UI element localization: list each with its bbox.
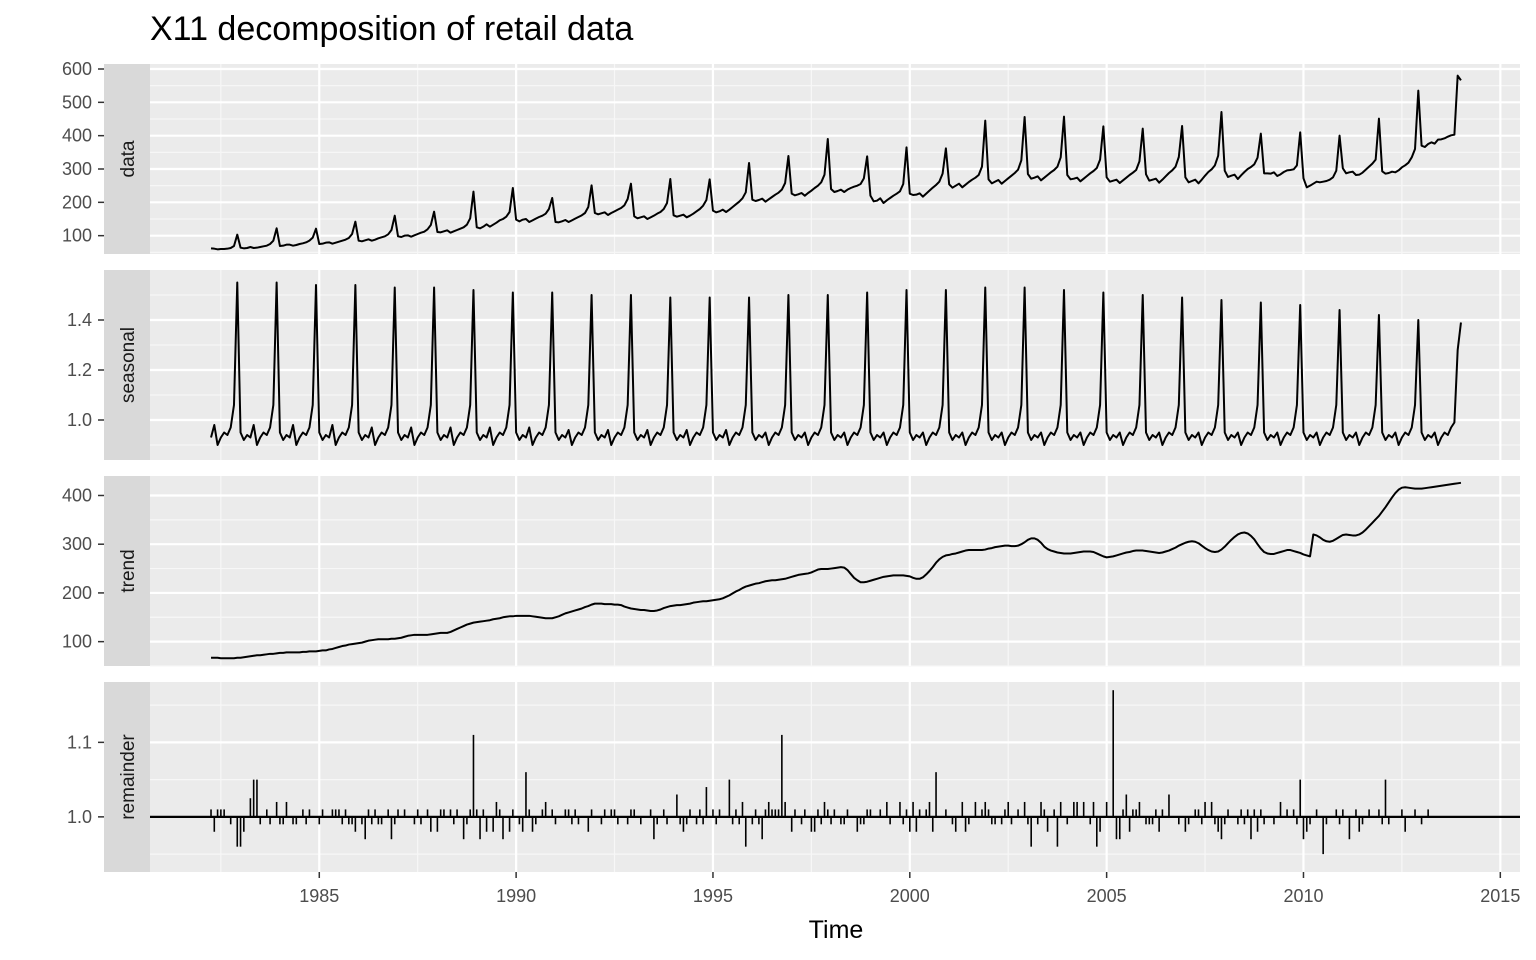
y-tick-label: 400 [62,485,92,505]
strip-background [104,682,150,872]
panel-data: data 100 200 300 400 500 600 [62,59,1520,254]
strip-label-data: data [118,140,139,177]
x-axis: 1985 1990 1995 2000 2005 2010 2015 [299,872,1520,906]
y-tick-label: 300 [62,159,92,179]
y-tick-label: 500 [62,92,92,112]
y-tick-label: 1.1 [67,732,92,752]
x-axis-title: Time [809,916,864,944]
panel-background [150,270,1520,460]
strip-label-trend: trend [118,549,139,592]
y-tick-label: 300 [62,534,92,554]
chart-title: X11 decomposition of retail data [150,10,633,48]
series-line-data [210,74,1462,251]
y-tick-label: 1.2 [67,360,92,380]
strip-label-seasonal: seasonal [118,327,139,403]
x-tick-label: 1985 [299,886,339,906]
y-tick-label: 100 [62,632,92,652]
x-tick-label: 2000 [890,886,930,906]
y-tick-label: 1.4 [67,310,92,330]
y-tick-label: 1.0 [67,410,92,430]
strip-background [104,270,150,460]
y-tick-label: 200 [62,583,92,603]
x-tick-label: 1995 [693,886,733,906]
series-line-seasonal [210,281,1462,446]
strip-background [104,64,150,254]
strip-label-remainder: remainder [118,734,139,820]
y-tick-label: 600 [62,59,92,79]
y-tick-label: 400 [62,126,92,146]
panel-background [150,476,1520,666]
panel-seasonal: seasonal 1.0 1.2 1.4 [67,270,1520,460]
x-tick-label: 2015 [1480,886,1520,906]
panel-trend: trend 100 200 300 400 [62,476,1520,667]
series-line-trend [211,481,1462,660]
panel-background [150,64,1520,254]
strip-background [104,476,150,666]
x-tick-label: 2010 [1283,886,1323,906]
x-tick-label: 1990 [496,886,536,906]
y-tick-label: 1.0 [67,807,92,827]
y-tick-label: 200 [62,192,92,212]
y-tick-label: 100 [62,226,92,246]
panel-background [150,682,1520,872]
x-tick-label: 2005 [1087,886,1127,906]
panel-remainder: remainder 1.0 1.1 [67,682,1520,872]
